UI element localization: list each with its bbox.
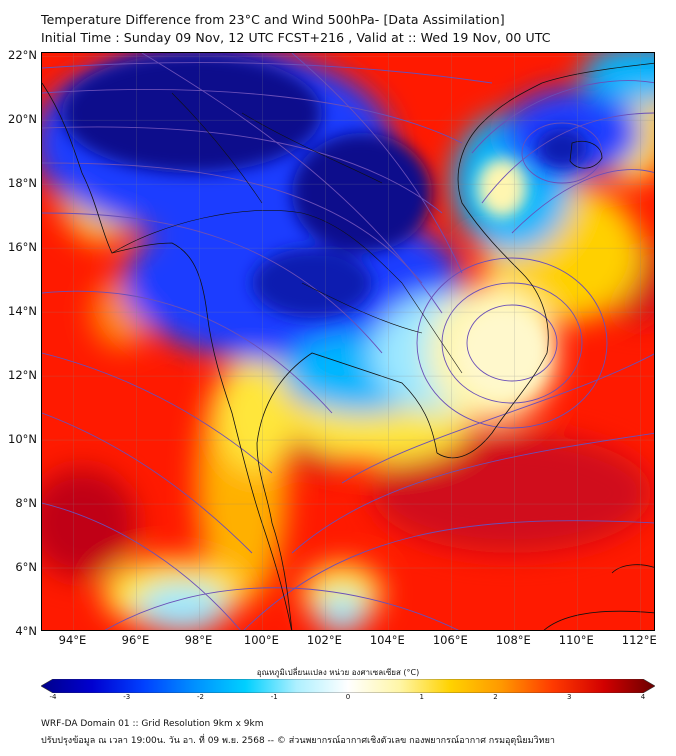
lat-label: 12°N bbox=[8, 368, 37, 383]
colorbar-tick-label: 4 bbox=[640, 693, 646, 701]
lat-label: 10°N bbox=[8, 432, 37, 447]
colorbar-tick-label: -4 bbox=[49, 693, 57, 701]
lon-label: 96°E bbox=[121, 633, 150, 647]
lat-label: 4°N bbox=[15, 624, 37, 638]
colorbar-tick-label: -2 bbox=[197, 693, 204, 701]
colorbar-tick-label: -3 bbox=[123, 693, 131, 701]
lon-label: 112°E bbox=[621, 633, 657, 647]
lat-label: 20°N bbox=[8, 112, 37, 127]
lat-label: 22°N bbox=[8, 48, 37, 63]
colorbar-tick-label: 0 bbox=[345, 693, 351, 701]
colorbar bbox=[41, 679, 655, 693]
colorbar-tick-label: 1 bbox=[419, 693, 424, 701]
footer-credit: ปรับปรุงข้อมูล ณ เวลา 19:00น. วัน อา. ที… bbox=[41, 736, 555, 746]
graticule bbox=[42, 53, 654, 630]
colorbar-tick-label: 3 bbox=[567, 693, 572, 701]
lat-label: 6°N bbox=[15, 560, 37, 575]
lon-label: 98°E bbox=[184, 633, 213, 647]
map-title: Temperature Difference from 23°C and Win… bbox=[41, 12, 505, 27]
colorbar-gradient bbox=[41, 679, 655, 693]
colorbar-tick-label: 2 bbox=[493, 693, 498, 701]
lat-label: 16°N bbox=[8, 240, 37, 255]
wind-streamlines bbox=[42, 53, 654, 630]
lon-label: 106°E bbox=[432, 633, 468, 647]
map-subtitle: Initial Time : Sunday 09 Nov, 12 UTC FCS… bbox=[41, 30, 551, 45]
coastlines bbox=[42, 62, 654, 630]
lon-label: 102°E bbox=[306, 633, 342, 647]
lon-label: 108°E bbox=[495, 633, 531, 647]
lon-label: 100°E bbox=[243, 633, 279, 647]
lon-label: 110°E bbox=[558, 633, 594, 647]
lat-label: 14°N bbox=[8, 304, 37, 319]
footer-model-info: WRF-DA Domain 01 :: Grid Resolution 9km … bbox=[41, 719, 264, 729]
map-panel[interactable] bbox=[41, 52, 655, 631]
lon-label: 94°E bbox=[58, 633, 87, 647]
colorbar-title: อุณหภูมิเปลี่ยนแปลง หน่วย องศาเซลเซียส (… bbox=[256, 668, 420, 677]
lat-label: 8°N bbox=[15, 496, 37, 511]
lon-label: 104°E bbox=[369, 633, 405, 647]
lat-label: 18°N bbox=[8, 176, 37, 191]
temperature-map bbox=[42, 53, 654, 630]
colorbar-tick-label: -1 bbox=[270, 693, 278, 701]
temperature-field bbox=[42, 53, 654, 630]
